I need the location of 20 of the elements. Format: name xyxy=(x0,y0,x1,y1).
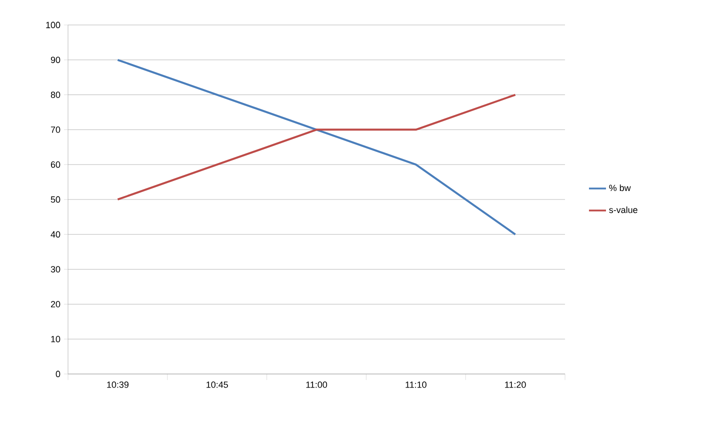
x-tick-label: 11:20 xyxy=(505,382,526,388)
line-series xyxy=(116,58,516,236)
y-tick-label: 40 xyxy=(50,231,60,238)
y-tick-label: 50 xyxy=(50,196,60,203)
line-series xyxy=(116,94,516,200)
y-tick-label: 80 xyxy=(50,92,60,98)
x-tick-label: 11:00 xyxy=(306,382,328,388)
y-tick-label: 20 xyxy=(50,301,60,308)
y-tick-label: 10 xyxy=(51,336,60,342)
x-tick-label: 10:45 xyxy=(206,382,228,388)
y-tick-label: 100 xyxy=(46,22,60,28)
y-tick-label: 90 xyxy=(50,56,60,64)
legend-label: s-value xyxy=(609,206,638,214)
y-tick-label: 0 xyxy=(56,370,60,378)
y-tick-label: 70 xyxy=(50,126,60,133)
legend-label: % bw xyxy=(609,184,631,192)
y-tick-label: 30 xyxy=(50,266,60,272)
y-tick-label: 60 xyxy=(50,161,60,168)
x-tick-label: 11:10 xyxy=(406,382,426,388)
x-tick-label: 10:39 xyxy=(107,382,128,388)
